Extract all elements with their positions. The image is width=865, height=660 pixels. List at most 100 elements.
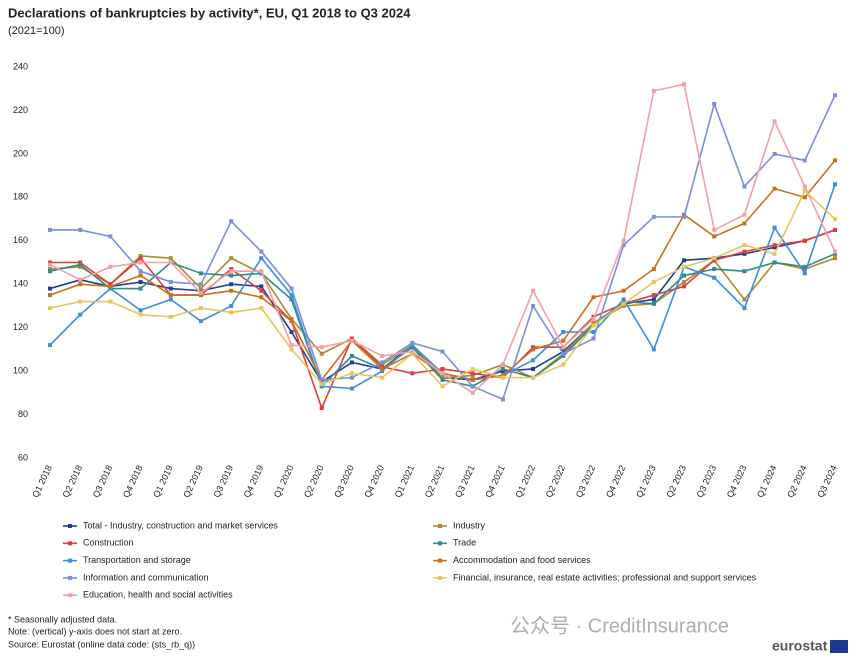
x-tick-label: Q4 2022 xyxy=(604,464,628,500)
point-marker xyxy=(259,306,264,311)
point-marker xyxy=(349,338,354,343)
point-marker xyxy=(168,280,173,285)
y-tick-label: 60 xyxy=(18,452,28,462)
eu-flag xyxy=(830,640,848,653)
legend-label: Construction xyxy=(83,538,134,548)
point-marker xyxy=(742,184,747,189)
y-tick-label: 220 xyxy=(13,105,28,115)
point-marker xyxy=(621,243,626,248)
point-marker xyxy=(621,297,626,302)
point-marker xyxy=(48,286,52,291)
point-marker xyxy=(531,366,536,371)
legend-label: Information and communication xyxy=(83,572,209,582)
point-marker xyxy=(78,262,83,267)
point-marker xyxy=(833,158,837,163)
point-marker xyxy=(772,260,777,265)
legend-label: Financial, insurance, real estate activi… xyxy=(453,572,757,582)
y-tick-label: 100 xyxy=(13,365,28,375)
point-marker xyxy=(802,184,807,189)
point-marker xyxy=(259,269,264,274)
x-tick-label: Q3 2021 xyxy=(453,464,477,500)
point-marker xyxy=(108,299,113,304)
point-marker xyxy=(48,260,52,265)
x-tick-label: Q2 2018 xyxy=(61,464,85,500)
series-line xyxy=(49,83,836,394)
point-marker xyxy=(531,358,536,363)
legend-label: Transportation and storage xyxy=(83,555,191,565)
point-marker xyxy=(380,375,385,380)
legend-marker xyxy=(438,558,442,563)
point-marker xyxy=(229,219,234,224)
point-marker xyxy=(380,369,385,374)
point-marker xyxy=(772,225,777,230)
point-marker xyxy=(712,258,717,263)
point-marker xyxy=(712,275,717,280)
point-marker xyxy=(138,308,143,313)
x-tick-label: Q1 2021 xyxy=(393,464,417,500)
point-marker xyxy=(48,262,52,267)
point-marker xyxy=(802,238,807,243)
point-marker xyxy=(802,188,807,193)
point-marker xyxy=(198,306,203,311)
point-marker xyxy=(410,340,415,345)
point-marker xyxy=(138,280,143,285)
legend-marker xyxy=(438,541,442,546)
point-marker xyxy=(802,267,807,272)
point-marker xyxy=(259,271,264,276)
point-marker xyxy=(259,288,264,293)
legend-marker xyxy=(68,593,72,598)
point-marker xyxy=(410,371,415,376)
point-marker xyxy=(802,264,807,269)
point-marker xyxy=(349,371,354,376)
point-marker xyxy=(48,269,52,274)
point-marker xyxy=(48,306,52,311)
point-marker xyxy=(651,280,656,285)
point-marker xyxy=(108,286,113,291)
x-tick-label: Q4 2020 xyxy=(362,464,386,500)
y-tick-label: 200 xyxy=(13,148,28,158)
point-marker xyxy=(410,343,415,348)
x-tick-label: Q3 2024 xyxy=(815,464,839,500)
point-marker xyxy=(802,195,807,200)
point-marker xyxy=(531,347,536,352)
point-marker xyxy=(470,373,475,378)
x-tick-label: Q2 2020 xyxy=(302,464,326,500)
x-tick-label: Q4 2019 xyxy=(242,464,266,500)
point-marker xyxy=(742,297,747,302)
point-marker xyxy=(319,384,324,389)
point-marker xyxy=(591,295,596,300)
point-marker xyxy=(561,345,566,350)
point-marker xyxy=(168,293,173,298)
point-marker xyxy=(349,386,354,391)
point-marker xyxy=(470,384,475,389)
point-marker xyxy=(138,260,143,265)
x-tick-label: Q3 2023 xyxy=(695,464,719,500)
y-tick-label: 180 xyxy=(13,192,28,202)
point-marker xyxy=(440,384,445,389)
point-marker xyxy=(621,303,626,308)
point-marker xyxy=(591,323,596,328)
point-marker xyxy=(531,375,536,380)
x-tick-label: Q2 2021 xyxy=(423,464,447,500)
point-marker xyxy=(561,362,566,367)
point-marker xyxy=(833,251,837,256)
point-marker xyxy=(440,349,445,354)
point-marker xyxy=(198,282,203,287)
point-marker xyxy=(712,234,717,239)
point-marker xyxy=(500,373,505,378)
point-marker xyxy=(682,273,687,278)
x-tick-label: Q4 2023 xyxy=(725,464,749,500)
point-marker xyxy=(561,353,566,358)
point-marker xyxy=(289,347,294,352)
point-marker xyxy=(651,214,656,219)
point-marker xyxy=(772,243,777,248)
footnote: Source: Eurostat (online data code: (sts… xyxy=(8,639,195,649)
y-tick-label: 240 xyxy=(13,61,28,71)
point-marker xyxy=(229,282,234,287)
point-marker xyxy=(349,353,354,358)
point-marker xyxy=(833,227,837,232)
x-tick-label: Q1 2024 xyxy=(755,464,779,500)
x-tick-label: Q4 2021 xyxy=(483,464,507,500)
point-marker xyxy=(772,186,777,191)
